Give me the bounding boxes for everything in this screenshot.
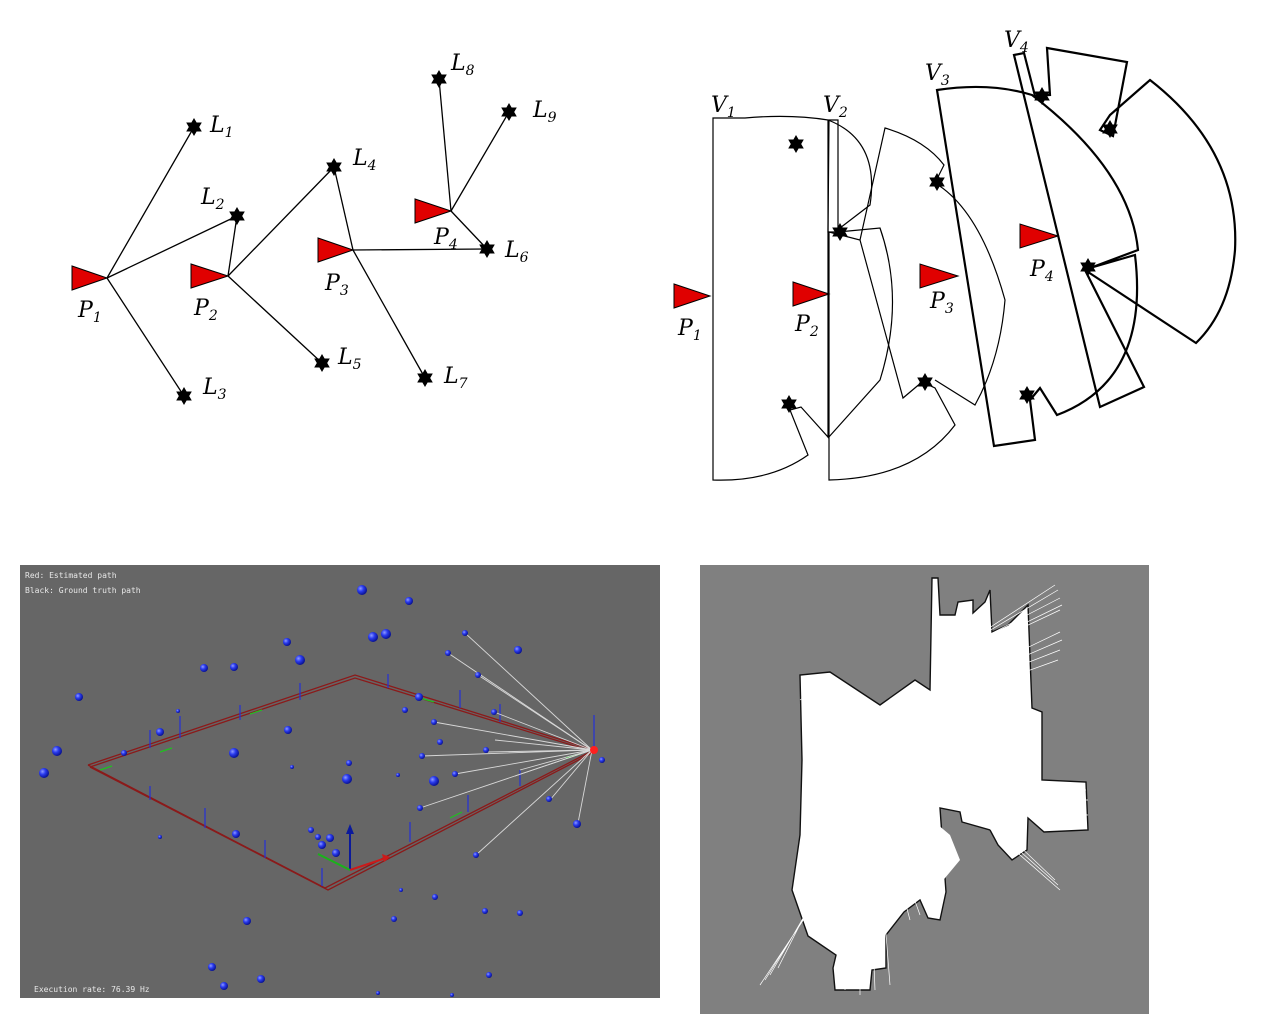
region-label-v2: V2 xyxy=(823,93,848,121)
pose-triangle xyxy=(673,283,712,309)
star-icon xyxy=(229,207,245,225)
star-icon xyxy=(788,135,804,153)
visibility-region-v2 xyxy=(827,119,1006,481)
pose-triangle xyxy=(190,263,230,289)
graph-pose-p4: P4 xyxy=(414,198,458,253)
landmark-label: L6 xyxy=(504,238,529,266)
current-pose-marker xyxy=(590,746,598,754)
pose-triangle xyxy=(919,263,960,289)
pose-triangle xyxy=(1019,223,1060,249)
region-label-v1: V1 xyxy=(711,93,736,121)
landmark-label: L3 xyxy=(202,375,227,403)
visibility-pose-p1: P1 xyxy=(673,283,712,344)
visibility-stars xyxy=(781,87,1118,413)
graph-pose-p3: P3 xyxy=(317,237,355,299)
landmark-l5: L5 xyxy=(314,345,362,373)
pose-triangle xyxy=(414,198,453,224)
free-space xyxy=(791,577,1089,991)
star-icon xyxy=(1019,386,1035,404)
pose-label: P2 xyxy=(794,312,819,340)
graph-edges xyxy=(106,78,510,397)
landmark-l7: L7 xyxy=(417,364,468,392)
landmark-label: L4 xyxy=(352,146,377,174)
visibility-region-v3 xyxy=(935,85,1140,448)
graph-landmarks: L1 L2 L3 L4 L5 L6 xyxy=(176,51,557,405)
landmark-l6: L6 xyxy=(479,238,529,266)
pose-label: P4 xyxy=(1029,257,1054,285)
pose-label: P3 xyxy=(324,271,349,299)
pose-triangle xyxy=(71,265,109,291)
pose-label: P1 xyxy=(677,316,702,344)
landmark-l9: L9 xyxy=(501,98,557,126)
visibility-pose-p2: P2 xyxy=(792,281,831,340)
execution-rate: Execution rate: 76.39 Hz xyxy=(34,985,150,994)
visibility-pose-p4: P4 xyxy=(1019,223,1060,285)
legend-estimated: Red: Estimated path xyxy=(25,571,117,580)
star-icon xyxy=(176,387,192,405)
legend-ground-truth: Black: Ground truth path xyxy=(25,586,141,595)
pose-triangle xyxy=(792,281,831,307)
landmark-label: L9 xyxy=(532,98,557,126)
occupancy-map-panel xyxy=(700,565,1149,1014)
landmark-label: L7 xyxy=(443,364,468,392)
pose-label: P4 xyxy=(433,225,458,253)
region-label-v4: V4 xyxy=(1004,28,1029,56)
star-icon xyxy=(501,103,517,121)
landmark-l8: L8 xyxy=(431,51,475,88)
landmark-l4: L4 xyxy=(326,146,377,176)
landmark-label: L2 xyxy=(200,185,225,213)
star-icon xyxy=(314,354,330,372)
landmark-l3: L3 xyxy=(176,375,227,405)
visibility-region-v1 xyxy=(712,115,873,481)
visibility-region-labels: V1 V2 V3 V4 xyxy=(711,28,1029,121)
star-icon xyxy=(917,373,933,391)
landmark-l2: L2 xyxy=(200,185,245,225)
simulation-background xyxy=(20,565,660,998)
simulation-landmarks xyxy=(39,585,605,997)
pose-triangle xyxy=(317,237,355,263)
region-label-v3: V3 xyxy=(925,61,950,89)
graph-pose-p2: P2 xyxy=(190,263,230,324)
landmark-label: L1 xyxy=(209,113,234,141)
visibility-pose-p3: P3 xyxy=(919,263,960,317)
star-icon xyxy=(431,70,447,88)
visibility-region-v4 xyxy=(1012,46,1237,409)
star-icon xyxy=(781,395,797,413)
star-icon xyxy=(186,118,202,136)
simulation-pose-axes xyxy=(99,674,595,886)
star-icon xyxy=(417,369,433,387)
landmark-l1: L1 xyxy=(186,113,234,141)
visibility-panel: P1 P2 P3 P4 V1 V2 V3 V4 xyxy=(673,28,1237,481)
simulation-panel: Red: Estimated path Black: Ground truth … xyxy=(20,565,660,998)
landmark-label: L5 xyxy=(337,345,362,373)
scan-rays xyxy=(759,584,1089,995)
observation-rays xyxy=(419,632,593,856)
origin-axes xyxy=(317,824,390,871)
graph-panel: P1 P2 P3 P4 L1 L2 L3 xyxy=(71,51,557,405)
pose-label: P2 xyxy=(193,296,218,324)
pose-label: P3 xyxy=(929,289,954,317)
pose-label: P1 xyxy=(77,298,102,326)
landmark-label: L8 xyxy=(450,51,475,79)
graph-pose-p1: P1 xyxy=(71,265,109,326)
